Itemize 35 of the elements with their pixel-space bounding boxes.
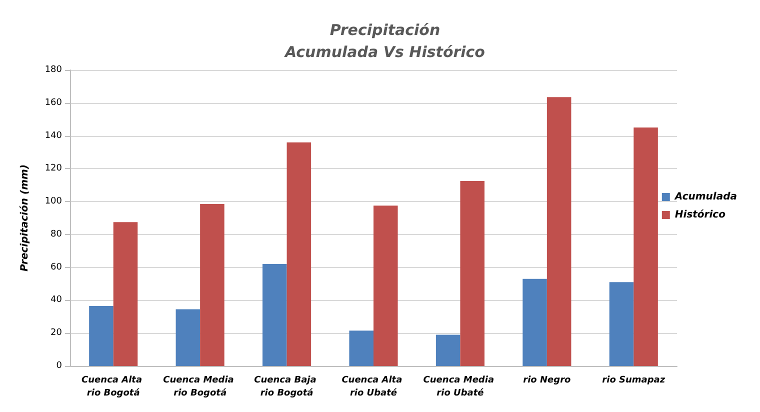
x-tick-label: rio Negro — [523, 376, 571, 386]
bar — [89, 306, 114, 366]
y-tick-label: 60 — [50, 262, 62, 272]
bar — [609, 282, 634, 366]
y-tick-label: 0 — [56, 361, 62, 371]
x-tick-label: Cuenca Baja rio Bogotá — [254, 376, 320, 398]
legend-label: Histórico — [674, 210, 726, 220]
x-tick-label: Cuenca Alta rio Ubaté — [342, 376, 406, 398]
y-tick-label: 140 — [44, 130, 62, 141]
bar — [176, 309, 200, 366]
bar — [113, 222, 138, 366]
y-tick-label: 80 — [50, 229, 62, 240]
bar — [546, 97, 572, 366]
bar — [522, 278, 547, 366]
y-tick-label: 100 — [44, 196, 62, 207]
bar — [460, 181, 484, 366]
x-tick-label: Cuenca Alta rio Bogotá — [82, 376, 146, 398]
x-tick-label: Cuenca Media rio Ubaté — [423, 376, 498, 398]
y-tick-label: 160 — [44, 98, 62, 108]
x-tick-label: Cuenca Media rio Bogotá — [163, 376, 237, 398]
y-tick-label: 20 — [50, 328, 62, 338]
bar — [634, 128, 658, 366]
bar — [436, 334, 460, 366]
y-axis-title: Precipitación (mm) — [20, 164, 30, 272]
y-tick-label: 40 — [50, 295, 62, 306]
bar — [374, 206, 398, 366]
y-tick-label: 120 — [44, 164, 62, 174]
x-tick-label: rio Sumapaz — [602, 376, 666, 386]
bar — [349, 330, 374, 366]
y-tick-label: 180 — [44, 65, 62, 75]
bar — [200, 204, 224, 366]
chart-title: Precipitación Acumulada Vs Histórico — [284, 21, 485, 61]
bar — [262, 264, 287, 366]
bar — [286, 142, 312, 366]
legend-label: Acumulada — [674, 192, 738, 202]
